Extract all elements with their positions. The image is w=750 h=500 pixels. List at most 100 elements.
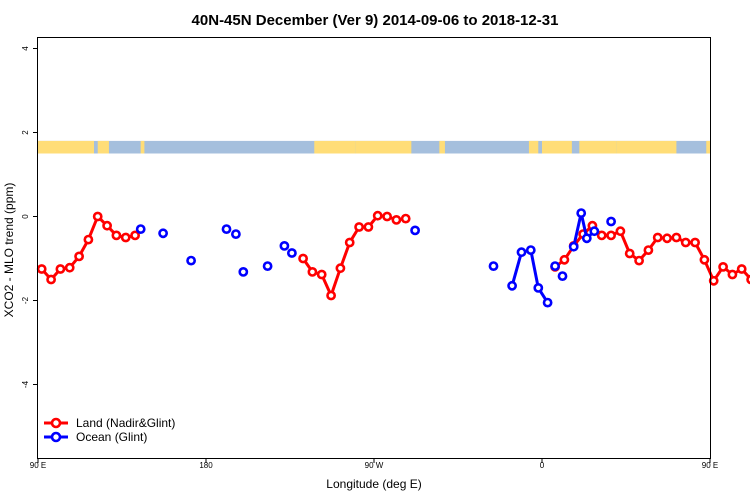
land-ocean-band <box>38 140 710 154</box>
data-point <box>354 222 364 232</box>
data-point <box>589 226 600 237</box>
data-point <box>326 290 336 301</box>
data-point <box>533 282 544 293</box>
plot-frame <box>37 37 711 459</box>
data-point <box>615 226 626 237</box>
x-tick-label: 0 <box>540 461 545 470</box>
land-band-segment <box>38 140 94 154</box>
data-point <box>557 271 568 281</box>
x-axis: 90 E 180 90 W 0 90 E <box>30 458 718 470</box>
data-point <box>316 269 327 280</box>
land-band-segment <box>706 140 710 154</box>
y-axis-label: XCO2 - MLO trend (ppm) <box>2 183 16 318</box>
data-point <box>634 255 644 266</box>
series-ocean <box>135 208 616 308</box>
data-point <box>230 229 241 239</box>
data-point <box>488 261 499 271</box>
data-point <box>102 220 112 231</box>
data-point <box>36 264 47 274</box>
data-point <box>624 248 635 259</box>
data-point <box>74 251 84 262</box>
data-point <box>736 264 747 274</box>
data-point <box>606 216 616 227</box>
data-point <box>372 210 383 221</box>
x-tick-label: 90 E <box>702 461 718 470</box>
land-band-segment <box>314 140 356 154</box>
data-point <box>382 211 392 222</box>
land-band-segment <box>97 140 109 154</box>
data-point <box>680 237 691 248</box>
data-point <box>221 224 232 234</box>
data-point <box>606 230 616 241</box>
data-point <box>120 232 131 243</box>
data-point <box>746 274 750 285</box>
land-band-segment <box>355 140 412 154</box>
chart-title: 40N-45N December (Ver 9) 2014-09-06 to 2… <box>192 12 559 29</box>
data-point <box>400 213 411 224</box>
data-point <box>111 230 122 241</box>
data-point <box>550 261 560 271</box>
legend-marker <box>50 431 62 443</box>
y-tick-label: -4 <box>21 380 30 388</box>
data-point <box>507 280 517 291</box>
data-point <box>671 232 682 243</box>
data-point <box>568 241 579 252</box>
legend-label: Ocean (Glint) <box>76 430 147 444</box>
data-point <box>286 248 297 258</box>
data-point <box>581 233 592 244</box>
data-point <box>158 228 168 239</box>
x-tick-label: 90 W <box>365 461 384 470</box>
y-tick-label: 0 <box>21 214 30 219</box>
x-tick-label: 90 E <box>30 461 46 470</box>
y-axis: 4 2 0 -2 -4 <box>21 46 38 388</box>
data-point <box>64 262 75 273</box>
y-tick-label: 2 <box>21 130 30 135</box>
legend: Land (Nadir&Glint)Ocean (Glint) <box>44 416 175 444</box>
series-layer <box>36 208 750 308</box>
data-point <box>559 254 570 265</box>
land-band-segment <box>616 140 677 154</box>
data-point <box>576 208 587 218</box>
x-axis-label: Longitude (deg E) <box>326 477 421 491</box>
data-point <box>363 222 374 232</box>
data-point <box>130 230 140 241</box>
land-band-segment <box>542 140 572 154</box>
series-line <box>572 211 596 248</box>
data-point <box>391 214 402 225</box>
land-band-segment <box>528 140 539 154</box>
land-band-segment <box>579 140 617 154</box>
data-point <box>542 297 553 308</box>
data-point <box>344 237 355 248</box>
data-point <box>525 245 536 255</box>
data-point <box>718 261 728 272</box>
land-band-segment <box>439 140 445 154</box>
data-point <box>690 237 700 248</box>
data-point <box>55 264 66 274</box>
data-point <box>596 230 607 241</box>
data-point <box>662 233 672 244</box>
data-point <box>92 211 103 222</box>
data-point <box>298 253 308 264</box>
data-point <box>727 269 738 280</box>
data-point <box>83 234 94 245</box>
data-point <box>643 245 654 255</box>
data-point <box>186 255 196 266</box>
data-point <box>279 240 290 251</box>
data-point <box>262 261 273 271</box>
data-point <box>46 274 56 285</box>
data-point <box>307 266 318 277</box>
data-point <box>652 232 663 243</box>
data-point <box>516 247 527 258</box>
data-point <box>410 225 420 236</box>
land-band-segment <box>140 140 145 154</box>
data-point <box>699 254 710 265</box>
series-line <box>510 248 549 304</box>
data-point <box>708 275 719 286</box>
y-tick-label: 4 <box>21 46 30 51</box>
data-point <box>238 266 249 277</box>
legend-marker <box>50 417 62 429</box>
x-tick-label: 180 <box>199 461 213 470</box>
legend-label: Land (Nadir&Glint) <box>76 416 175 430</box>
data-point <box>135 224 146 234</box>
